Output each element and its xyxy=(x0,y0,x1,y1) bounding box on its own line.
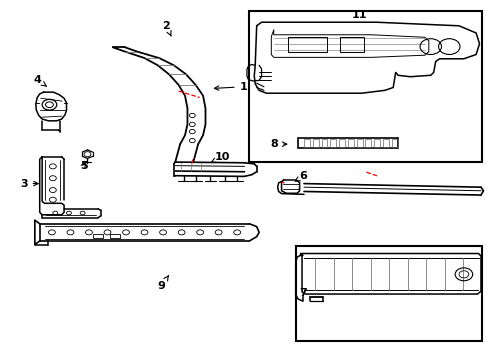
Bar xyxy=(321,139,327,147)
Bar xyxy=(288,37,327,51)
Text: 8: 8 xyxy=(270,139,286,149)
Bar xyxy=(110,234,120,238)
Bar xyxy=(382,139,388,147)
Bar xyxy=(295,246,482,341)
Bar xyxy=(338,139,344,147)
Bar xyxy=(298,138,397,148)
Bar xyxy=(93,234,103,238)
Bar xyxy=(391,139,397,147)
Bar xyxy=(249,12,482,162)
Bar xyxy=(356,139,362,147)
Bar xyxy=(312,139,318,147)
Bar xyxy=(347,139,353,147)
Text: 11: 11 xyxy=(350,10,366,20)
Text: 9: 9 xyxy=(157,276,168,291)
Text: 7: 7 xyxy=(299,288,306,298)
Text: 3: 3 xyxy=(20,179,38,189)
Bar xyxy=(304,139,309,147)
Text: 4: 4 xyxy=(33,75,46,86)
Text: 10: 10 xyxy=(211,152,230,162)
Bar xyxy=(365,139,370,147)
Bar xyxy=(373,139,379,147)
Bar xyxy=(339,37,363,51)
Bar xyxy=(330,139,335,147)
Text: 5: 5 xyxy=(80,161,87,171)
Text: 6: 6 xyxy=(295,171,306,181)
Text: 1: 1 xyxy=(214,82,247,92)
Text: 2: 2 xyxy=(163,21,171,36)
